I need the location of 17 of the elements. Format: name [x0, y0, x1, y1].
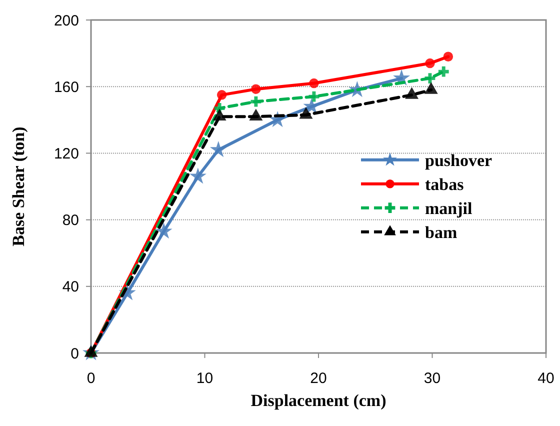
legend-label: bam: [425, 222, 458, 242]
y-tick-label: 120: [54, 145, 79, 162]
x-tick-label: 40: [538, 370, 554, 387]
y-tick-label: 160: [54, 78, 79, 96]
y-tick-label: 200: [54, 12, 79, 30]
legend-label: pushover: [425, 150, 493, 170]
legend-label: manjil: [425, 198, 472, 218]
legend-label: tabas: [425, 174, 464, 194]
x-tick-label: 10: [196, 370, 214, 387]
x-tick-label: 20: [310, 370, 327, 387]
x-tick-label: 0: [86, 370, 96, 387]
x-axis-title: Displacement (cm): [250, 391, 386, 410]
y-tick-label: 0: [70, 345, 79, 362]
y-tick-label: 40: [62, 278, 79, 296]
x-tick-label: 30: [424, 370, 441, 387]
y-tick-label: 80: [62, 212, 79, 230]
y-axis-title: Base Shear (ton): [9, 126, 28, 246]
